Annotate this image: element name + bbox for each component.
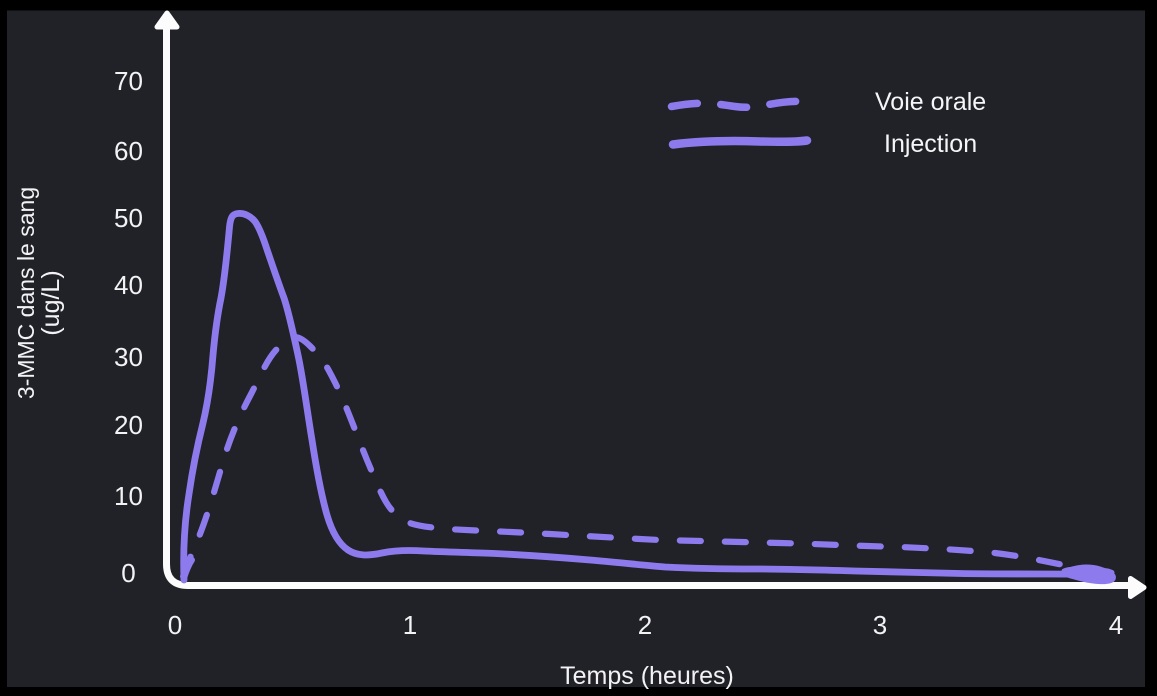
svg-text:10: 10 [114,481,143,511]
svg-text:(ug/L): (ug/L) [37,270,65,335]
svg-text:4: 4 [1109,610,1123,640]
svg-text:3: 3 [873,610,887,640]
svg-text:40: 40 [114,270,143,300]
svg-text:50: 50 [114,203,143,233]
svg-text:30: 30 [114,342,143,372]
svg-text:0: 0 [121,558,135,588]
svg-text:60: 60 [114,136,143,166]
svg-text:Injection: Injection [884,130,977,158]
svg-text:70: 70 [114,66,143,96]
svg-text:0: 0 [168,610,182,640]
svg-text:1: 1 [403,610,417,640]
svg-text:Temps (heures): Temps (heures) [560,662,734,690]
svg-text:Voie orale: Voie orale [875,88,986,116]
svg-text:3-MMC dans le sang: 3-MMC dans le sang [13,187,39,399]
svg-text:2: 2 [638,610,652,640]
svg-text:20: 20 [114,410,143,440]
